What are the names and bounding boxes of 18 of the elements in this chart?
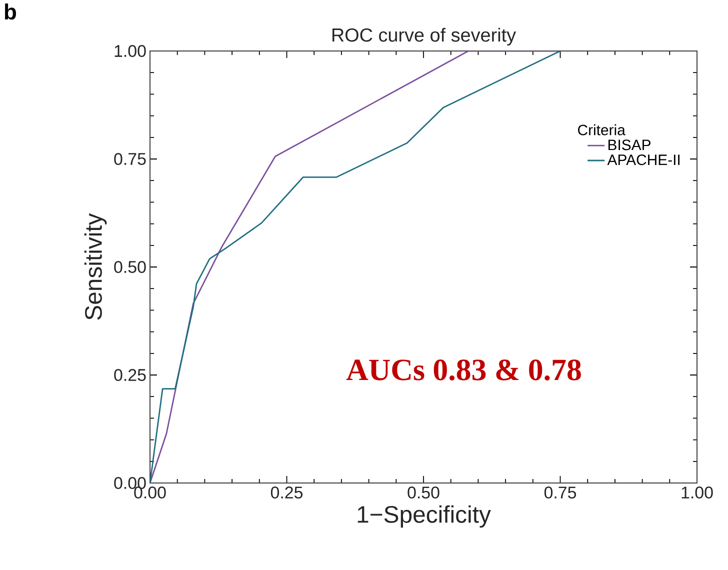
y-axis-title: Sensitivity [84, 213, 107, 320]
x-axis-title: 1−Specificity [358, 505, 491, 528]
y-tick-label: 0.00 [114, 477, 146, 489]
legend-label: BISAP [608, 140, 650, 150]
text: b [4, 4, 16, 20]
x-tick-label: 0.50 [408, 486, 440, 499]
x-tick-label: 0.25 [270, 486, 303, 499]
y-tick-label: 1.00 [114, 44, 146, 57]
y-tick-label: 0.50 [114, 261, 146, 273]
annotation: AUCs 0.83 & 0.78 [346, 360, 581, 380]
y-tick-label: 0.75 [114, 153, 146, 165]
legend-label: APACHE-II [607, 154, 680, 166]
x-tick-label: 0.75 [544, 486, 576, 499]
x-tick-label: 0.00 [134, 486, 166, 499]
y-tick-label: 0.25 [114, 369, 146, 381]
legend-title: Criteria [578, 124, 626, 136]
chart-title: ROC curve of severity [332, 28, 516, 46]
x-tick-label: 1.00 [682, 486, 713, 499]
